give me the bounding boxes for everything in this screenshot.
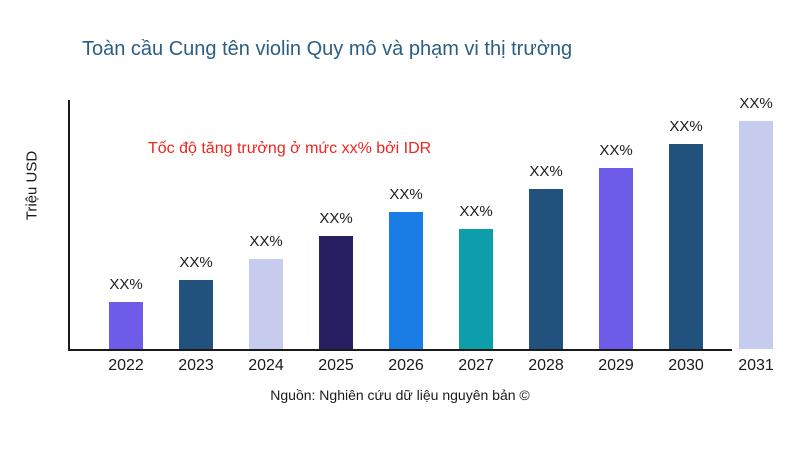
bar-value-label-2024: XX% (249, 233, 283, 250)
x-tick-label-2027: 2027 (458, 357, 494, 374)
x-tick-label-2025: 2025 (318, 357, 354, 374)
x-tick-label-2029: 2029 (598, 357, 634, 374)
bar-value-label-2030: XX% (669, 118, 703, 135)
bar-2025 (319, 236, 353, 349)
bar-2028 (529, 189, 563, 349)
growth-rate-annotation: Tốc độ tăng trưởng ở mức xx% bởi IDR (148, 140, 432, 157)
bar-value-label-2029: XX% (599, 142, 633, 159)
bar-2024 (249, 259, 283, 349)
bar-2026 (389, 212, 423, 349)
x-tick-label-2024: 2024 (248, 357, 284, 374)
bar-value-label-2027: XX% (459, 203, 493, 220)
bar-value-label-2025: XX% (319, 210, 353, 227)
x-tick-label-2031: 2031 (738, 357, 774, 374)
x-tick-label-2026: 2026 (388, 357, 424, 374)
bar-value-label-2028: XX% (529, 163, 563, 180)
y-axis-label: Triệu USD (23, 150, 41, 221)
source-note: Nguồn: Nghiên cứu dữ liệu nguyên bản © (270, 387, 530, 403)
bar-2023 (179, 280, 213, 349)
x-tick-label-2028: 2028 (528, 357, 564, 374)
bar-2030 (669, 144, 703, 349)
bar-value-label-2022: XX% (109, 276, 143, 293)
x-tick-label-2023: 2023 (178, 357, 214, 374)
bar-2029 (599, 168, 633, 349)
bar-2027 (459, 229, 493, 349)
bar-value-label-2023: XX% (179, 254, 213, 271)
x-tick-label-2022: 2022 (108, 357, 144, 374)
x-axis-line (68, 349, 732, 351)
bar-2031 (739, 121, 773, 349)
bar-value-label-2031: XX% (739, 95, 773, 112)
bar-value-label-2026: XX% (389, 186, 423, 203)
bar-2022 (109, 302, 143, 349)
chart-title: Toàn cầu Cung tên violin Quy mô và phạm … (82, 38, 573, 60)
x-tick-label-2030: 2030 (668, 357, 704, 374)
y-axis-line (68, 100, 70, 351)
